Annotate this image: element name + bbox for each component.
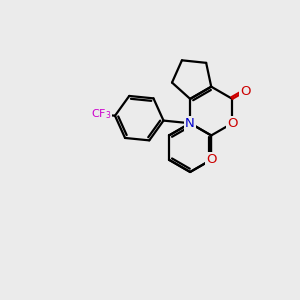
Text: O: O [206, 153, 217, 166]
Text: O: O [227, 117, 238, 130]
Text: CF$_3$: CF$_3$ [91, 107, 111, 121]
Text: N: N [185, 117, 195, 130]
Text: O: O [241, 85, 251, 98]
